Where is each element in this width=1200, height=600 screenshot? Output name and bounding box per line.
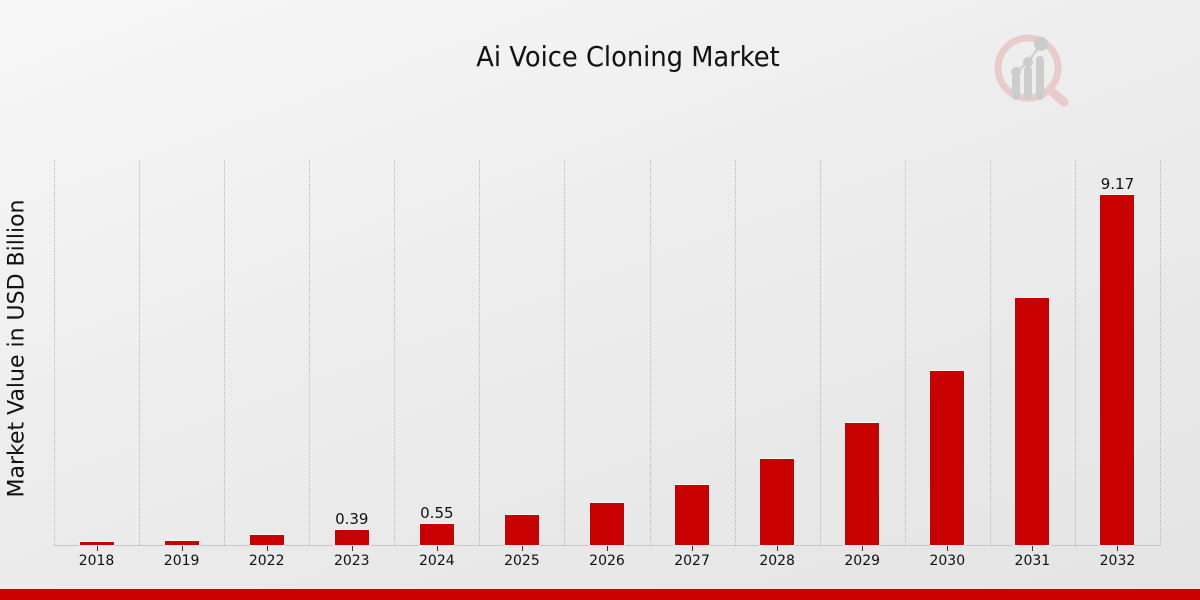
analytics-magnifier-icon (990, 30, 1080, 110)
x-tick-label-2032: 2032 (1099, 553, 1136, 569)
x-tick (692, 546, 694, 551)
y-axis-label: Market Value in USD Billion (4, 199, 30, 498)
bar-2018[interactable] (79, 542, 114, 545)
gridline (309, 160, 311, 545)
bar-2024[interactable] (419, 524, 454, 545)
gridline (224, 160, 226, 545)
gridline (564, 160, 566, 545)
value-label-2023: 0.39 (335, 510, 369, 528)
bar-2019[interactable] (164, 541, 199, 545)
x-tick-label-2022: 2022 (248, 553, 285, 569)
x-tick-label-2031: 2031 (1014, 553, 1051, 569)
x-axis-line (54, 545, 1160, 546)
bar-2026[interactable] (590, 503, 624, 545)
x-tick (947, 546, 949, 551)
x-tick (96, 546, 98, 551)
bar-2023[interactable] (334, 530, 369, 545)
gridline (989, 160, 991, 545)
gridline (1160, 160, 1161, 545)
x-tick-label-2026: 2026 (589, 553, 625, 569)
x-tick-label-2018: 2018 (78, 553, 115, 569)
chart-title: Ai Voice Cloning Market (476, 40, 780, 73)
x-tick-label-2023: 2023 (333, 553, 370, 569)
gridline (649, 160, 651, 545)
bar-2022[interactable] (249, 535, 284, 545)
gridline (54, 160, 55, 545)
bar-2027[interactable] (675, 485, 710, 545)
x-tick-label-2024: 2024 (419, 553, 455, 569)
x-tick (862, 546, 864, 551)
x-tick-label-2019: 2019 (163, 553, 200, 569)
x-tick (181, 546, 183, 551)
x-tick (266, 546, 268, 551)
value-label-2024: 0.55 (420, 504, 454, 522)
bar-2030[interactable] (930, 371, 965, 545)
gridline (479, 160, 481, 545)
x-tick-label-2027: 2027 (674, 553, 710, 569)
bar-2028[interactable] (760, 459, 795, 545)
bar-2025[interactable] (504, 515, 539, 545)
bar-2029[interactable] (845, 423, 880, 545)
x-tick-label-2029: 2029 (844, 553, 881, 569)
gridline (819, 160, 821, 545)
plot-area: 2018 2019 2022 0.39 2023 0.55 2024 2025 2026 2027… (54, 160, 1161, 569)
x-tick-label-2028: 2028 (759, 553, 795, 569)
gridline (139, 160, 141, 545)
x-tick-label-2025: 2025 (504, 553, 540, 569)
value-label-2032: 9.17 (1100, 175, 1135, 193)
gridline (904, 160, 906, 545)
gridline (1074, 160, 1076, 545)
x-tick (1117, 546, 1119, 551)
x-tick-label-2030: 2030 (929, 553, 966, 569)
bar-2032[interactable] (1100, 195, 1135, 545)
x-tick (1032, 546, 1034, 551)
x-tick (777, 546, 779, 551)
gridline (734, 160, 736, 545)
bar-2031[interactable] (1015, 298, 1050, 545)
x-tick (436, 546, 438, 551)
gridline (394, 160, 396, 545)
x-tick (521, 546, 523, 551)
x-tick (607, 546, 608, 551)
x-tick (351, 546, 353, 551)
footer-bar (0, 589, 1200, 600)
